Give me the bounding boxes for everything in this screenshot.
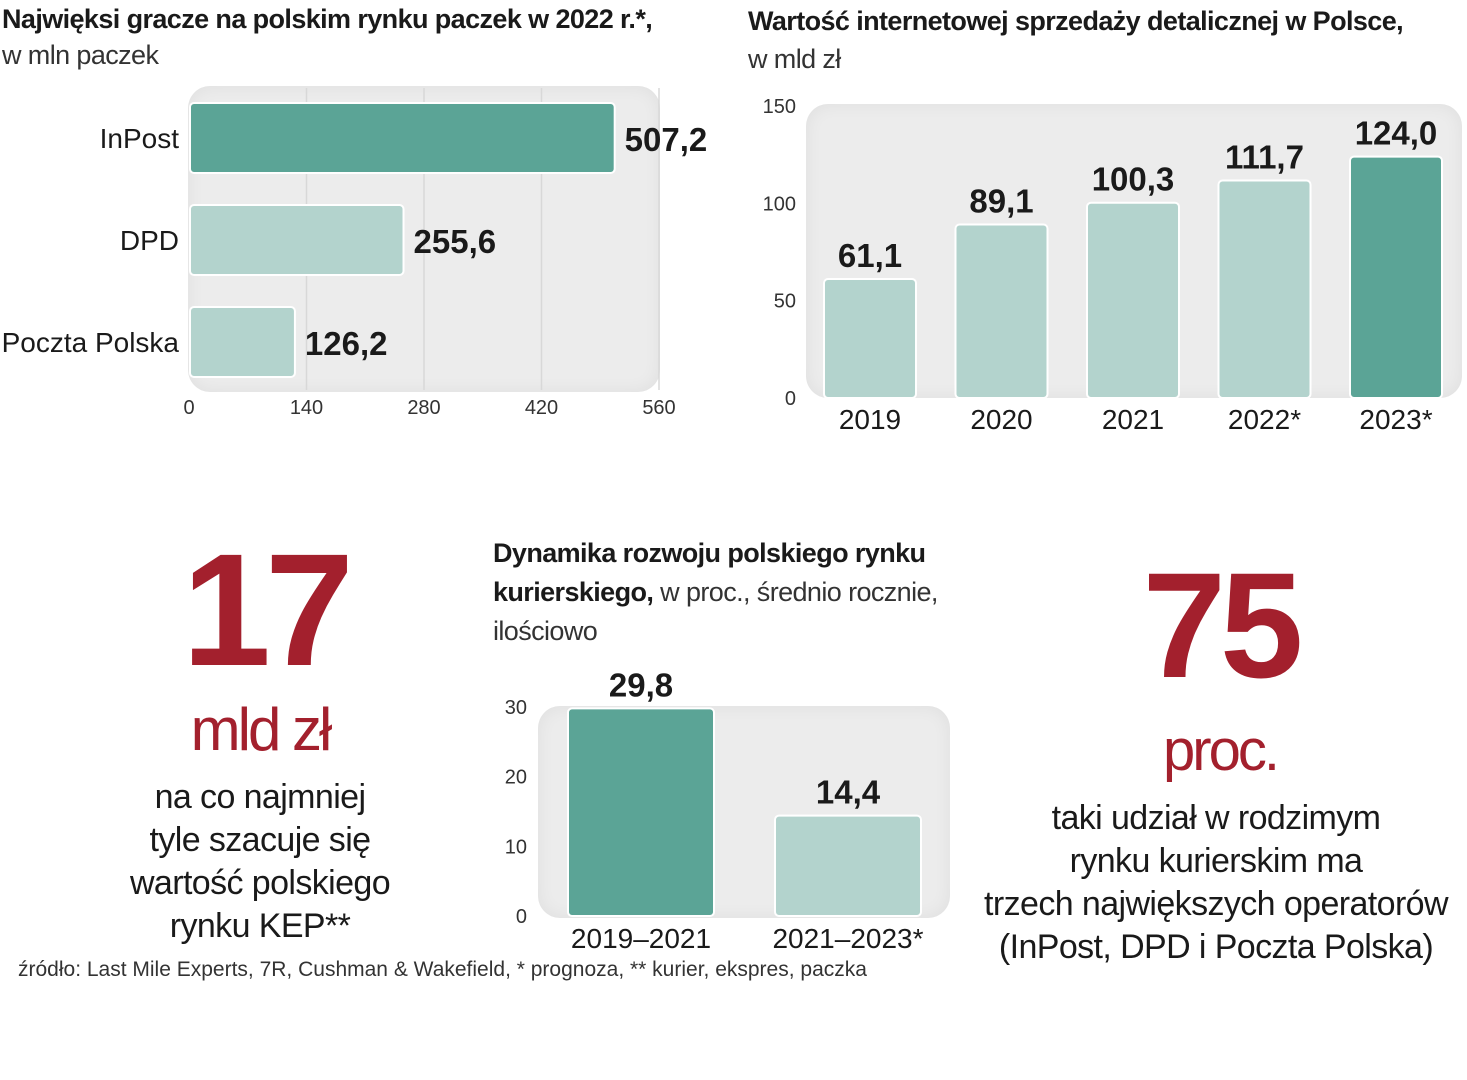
bar: [1086, 201, 1180, 399]
bar: [1217, 179, 1312, 399]
x-tick-label: 560: [642, 397, 675, 419]
y-tick-label: 0: [785, 388, 796, 410]
share-desc-line: rynku kurierskim ma: [1069, 842, 1363, 880]
share-stat-number: 75: [1142, 541, 1304, 709]
bar: [567, 707, 715, 917]
courier-title-bold: kurierskiego,: [493, 577, 654, 607]
bar: [189, 102, 616, 174]
category-label: 2023*: [1359, 404, 1432, 435]
parcels-chart-title: Najwięksi gracze na polskim rynku paczek…: [2, 4, 653, 34]
kep-stat-number: 17: [182, 520, 354, 699]
category-label: InPost: [100, 123, 180, 154]
kep-desc-line: rynku KEP**: [169, 907, 351, 945]
category-label: 2019–2021: [571, 923, 711, 954]
kep-desc-line: tyle szacuje się: [149, 821, 372, 859]
y-tick-label: 150: [763, 96, 796, 118]
parcels-chart-subtitle: w mln paczek: [2, 40, 159, 70]
value-label: 61,1: [838, 237, 902, 274]
value-label: 89,1: [969, 183, 1033, 220]
value-label: 507,2: [625, 121, 708, 158]
category-label: Poczta Polska: [2, 327, 180, 358]
y-tick-label: 50: [774, 291, 796, 313]
y-tick-label: 30: [505, 697, 527, 719]
courier-chart-title: Dynamika rozwoju polskiego rynku: [493, 538, 926, 568]
value-label: 126,2: [305, 325, 388, 362]
kep-desc-line: wartość polskiego: [129, 864, 391, 902]
kep-stat-description: na co najmniej tyle szacuje się wartość …: [60, 776, 460, 948]
y-tick-label: 20: [505, 767, 527, 789]
y-tick-label: 100: [763, 193, 796, 215]
x-tick-label: 280: [407, 397, 440, 419]
courier-chart-title-line2: kurierskiego, w proc., średnio rocznie,: [493, 573, 938, 611]
courier-subtitle-inline: w proc., średnio rocznie,: [653, 577, 938, 607]
value-label: 111,7: [1225, 139, 1304, 176]
courier-chart-subtitle: ilościowo: [493, 616, 598, 646]
ecommerce-chart-subtitle: w mld zł: [748, 44, 841, 74]
category-label: 2021: [1102, 404, 1164, 435]
category-label: 2019: [839, 404, 901, 435]
value-label: 124,0: [1355, 115, 1438, 152]
bar: [954, 223, 1049, 399]
category-label: DPD: [120, 225, 179, 256]
value-label: 14,4: [816, 774, 881, 811]
category-label: 2020: [970, 404, 1032, 435]
ecommerce-chart-title: Wartość internetowej sprzedaży detaliczn…: [748, 6, 1404, 36]
kep-desc-line: na co najmniej: [154, 778, 366, 816]
share-stat-description: taki udział w rodzimym rynku kurierskim …: [968, 797, 1464, 969]
kep-stat-unit: mld zł: [190, 696, 333, 763]
value-label: 100,3: [1092, 161, 1175, 198]
bar: [823, 278, 917, 399]
share-desc-line: taki udział w rodzimym: [1051, 799, 1381, 837]
source-note: źródło: Last Mile Experts, 7R, Cushman &…: [18, 958, 867, 981]
category-label: 2021–2023*: [772, 923, 923, 954]
bar: [774, 814, 922, 917]
bar: [189, 204, 405, 276]
share-stat-unit: proc.: [1163, 718, 1280, 783]
bar: [1349, 155, 1443, 399]
category-label: 2022*: [1228, 404, 1301, 435]
y-tick-label: 0: [516, 906, 527, 928]
x-tick-label: 0: [183, 397, 194, 419]
share-desc-line: (InPost, DPD i Poczta Polska): [998, 928, 1434, 966]
value-label: 29,8: [609, 666, 673, 703]
y-tick-label: 10: [505, 836, 527, 858]
share-desc-line: trzech największych operatorów: [984, 885, 1448, 923]
x-tick-label: 140: [290, 397, 323, 419]
bar: [189, 306, 296, 378]
value-label: 255,6: [414, 223, 497, 260]
x-tick-label: 420: [525, 397, 558, 419]
